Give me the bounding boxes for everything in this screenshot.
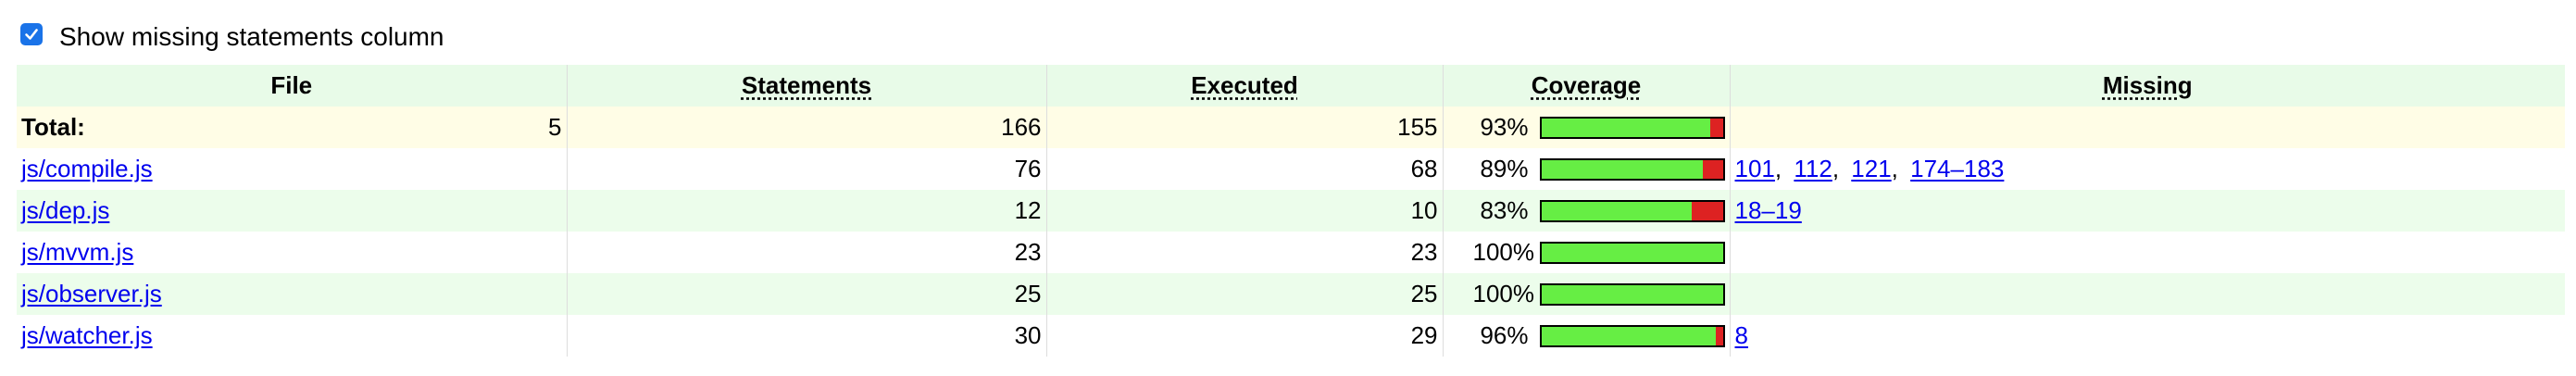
executed-column-header[interactable]: Executed <box>1046 65 1444 107</box>
coverage-bar-fill <box>1541 326 1716 345</box>
coverage-bar <box>1539 157 1725 181</box>
coverage-bar <box>1539 241 1725 264</box>
executed-cell: 23 <box>1046 232 1444 273</box>
executed-cell: 25 <box>1046 273 1444 315</box>
table-row: js/compile.js 76 68 89% 101, 112, 121, 174–1… <box>17 148 2565 190</box>
file-link[interactable]: js/compile.js <box>21 155 153 182</box>
file-cell: js/watcher.js <box>17 315 568 357</box>
missing-cell: 101, 112, 121, 174–183 <box>1730 148 2565 190</box>
coverage-bar <box>1539 199 1725 222</box>
show-missing-label: Show missing statements column <box>59 22 444 51</box>
statements-cell: 30 <box>567 315 1047 357</box>
coverage-cell: 100% <box>1443 232 1731 273</box>
missing-line-link[interactable]: 174–183 <box>1910 155 2005 182</box>
missing-cell <box>1730 273 2565 315</box>
coverage-bar <box>1539 282 1725 306</box>
missing-cell: 18–19 <box>1730 190 2565 232</box>
statements-cell: 25 <box>567 273 1047 315</box>
missing-line-link[interactable]: 121 <box>1851 155 1892 182</box>
total-executed: 155 <box>1046 107 1444 148</box>
file-link[interactable]: js/dep.js <box>21 196 110 224</box>
coverage-cell: 96% <box>1443 315 1731 357</box>
missing-separator: , <box>1891 155 1898 182</box>
coverage-cell: 89% <box>1443 148 1731 190</box>
table-row: js/dep.js 12 10 83% 18–19 <box>17 190 2565 232</box>
coverage-table: File Statements Executed Coverage Missin… <box>17 65 2565 357</box>
executed-cell: 68 <box>1046 148 1444 190</box>
statements-column-header[interactable]: Statements <box>567 65 1047 107</box>
table-row: js/observer.js 25 25 100% <box>17 273 2565 315</box>
missing-line-link[interactable]: 112 <box>1794 155 1832 182</box>
total-statements: 166 <box>567 107 1047 148</box>
executed-cell: 10 <box>1046 190 1444 232</box>
file-link[interactable]: js/mvvm.js <box>21 238 134 266</box>
total-coverage-bar <box>1539 116 1725 139</box>
coverage-bar-fill <box>1541 284 1723 304</box>
missing-line-link[interactable]: 101 <box>1734 155 1775 182</box>
coverage-percent: 89% <box>1480 155 1529 182</box>
header-row: File Statements Executed Coverage Missin… <box>17 65 2565 107</box>
coverage-cell: 100% <box>1443 273 1731 315</box>
total-coverage-bar-fill <box>1541 118 1710 137</box>
missing-separator: , <box>1774 155 1782 182</box>
total-coverage-cell: 93% <box>1443 107 1731 148</box>
missing-column-header[interactable]: Missing <box>2102 71 2193 99</box>
coverage-percent: 100% <box>1472 238 1535 266</box>
coverage-percent: 96% <box>1480 321 1529 349</box>
total-coverage-percent: 93% <box>1480 113 1529 141</box>
coverage-bar-fill <box>1541 243 1723 262</box>
file-cell: js/observer.js <box>17 273 568 315</box>
file-link[interactable]: js/watcher.js <box>21 321 153 349</box>
show-missing-checkbox[interactable] <box>20 23 43 45</box>
coverage-bar <box>1539 324 1725 347</box>
statements-cell: 23 <box>567 232 1047 273</box>
coverage-bar-fill <box>1541 159 1703 179</box>
executed-cell: 29 <box>1046 315 1444 357</box>
coverage-column-header[interactable]: Coverage <box>1443 65 1731 107</box>
file-cell: js/compile.js <box>17 148 568 190</box>
coverage-percent: 100% <box>1472 280 1535 307</box>
statements-cell: 76 <box>567 148 1047 190</box>
file-link[interactable]: js/observer.js <box>21 280 162 307</box>
table-row: js/mvvm.js 23 23 100% <box>17 232 2565 273</box>
file-cell: js/dep.js <box>17 190 568 232</box>
missing-cell: 8 <box>1730 315 2565 357</box>
coverage-bar-fill <box>1541 201 1693 220</box>
total-file-count: 5 <box>548 113 562 141</box>
file-column-header: File <box>17 65 568 107</box>
file-cell: js/mvvm.js <box>17 232 568 273</box>
total-file-cell: Total: 5 <box>17 107 568 148</box>
table-row: js/watcher.js 30 29 96% 8 <box>17 315 2565 357</box>
missing-separator: , <box>1832 155 1840 182</box>
checkmark-icon <box>25 29 38 40</box>
total-missing <box>1730 107 2565 148</box>
missing-cell <box>1730 232 2565 273</box>
total-row: Total: 5 166 155 93% <box>17 107 2565 148</box>
missing-line-link[interactable]: 8 <box>1734 321 1748 349</box>
missing-line-link[interactable]: 18–19 <box>1734 196 1802 224</box>
total-label: Total: <box>21 113 85 141</box>
coverage-cell: 83% <box>1443 190 1731 232</box>
coverage-percent: 83% <box>1480 196 1529 224</box>
show-missing-toggle[interactable]: Show missing statements column <box>20 19 444 56</box>
statements-cell: 12 <box>567 190 1047 232</box>
